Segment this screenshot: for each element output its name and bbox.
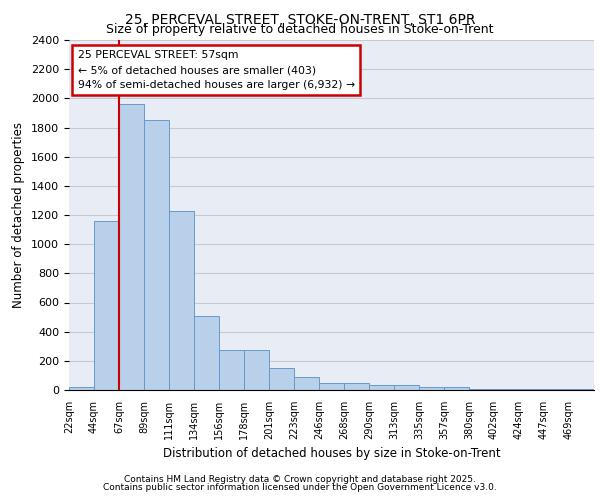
X-axis label: Distribution of detached houses by size in Stoke-on-Trent: Distribution of detached houses by size … xyxy=(163,448,500,460)
Bar xyxy=(144,120,169,390)
Bar xyxy=(319,384,344,390)
Bar xyxy=(69,387,94,390)
Bar xyxy=(219,350,244,390)
Y-axis label: Number of detached properties: Number of detached properties xyxy=(13,122,25,308)
Bar xyxy=(394,385,419,390)
Text: Contains public sector information licensed under the Open Government Licence v3: Contains public sector information licen… xyxy=(103,484,497,492)
Bar xyxy=(369,385,394,390)
Text: Size of property relative to detached houses in Stoke-on-Trent: Size of property relative to detached ho… xyxy=(106,22,494,36)
Text: Contains HM Land Registry data © Crown copyright and database right 2025.: Contains HM Land Registry data © Crown c… xyxy=(124,475,476,484)
Text: 25, PERCEVAL STREET, STOKE-ON-TRENT, ST1 6PR: 25, PERCEVAL STREET, STOKE-ON-TRENT, ST1… xyxy=(125,12,475,26)
Bar xyxy=(169,210,194,390)
Bar xyxy=(294,377,319,390)
Bar xyxy=(419,387,444,390)
Bar xyxy=(244,350,269,390)
Bar xyxy=(94,221,119,390)
Bar xyxy=(344,384,369,390)
Bar xyxy=(269,368,294,390)
Text: 25 PERCEVAL STREET: 57sqm
← 5% of detached houses are smaller (403)
94% of semi-: 25 PERCEVAL STREET: 57sqm ← 5% of detach… xyxy=(78,50,355,90)
Bar xyxy=(444,387,469,390)
Bar xyxy=(119,104,144,390)
Bar xyxy=(194,316,219,390)
